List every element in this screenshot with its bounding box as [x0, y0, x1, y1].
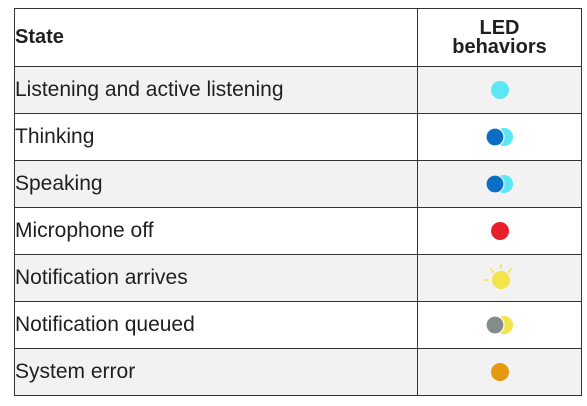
- header-led-line2: behaviors: [452, 35, 547, 58]
- solid-red-icon: [490, 222, 509, 240]
- blue-cyan-pair-icon: [484, 174, 513, 194]
- blue-cyan-pair-icon: [484, 127, 513, 147]
- state-cell: Thinking: [14, 113, 418, 161]
- led-cell: [417, 301, 582, 349]
- header-row: State LED behaviors: [14, 8, 582, 67]
- state-cell: Notification queued: [14, 301, 418, 349]
- led-cell: [417, 160, 582, 208]
- state-cell: Notification arrives: [14, 254, 418, 302]
- header-led-behaviors: LED behaviors: [417, 8, 582, 67]
- table-row: Thinking: [14, 113, 582, 161]
- yellow-pulse-icon: [482, 263, 512, 289]
- table-row: Microphone off: [14, 207, 582, 255]
- header-led-line1: LED: [479, 16, 520, 39]
- table-row: Listening and active listening: [14, 66, 582, 114]
- led-cell: [417, 207, 582, 255]
- solid-cyan-icon: [490, 81, 509, 99]
- solid-orange-icon: [490, 363, 509, 381]
- led-behaviors-table: State LED behaviors Listening and active…: [14, 8, 582, 396]
- led-cell: [417, 348, 582, 396]
- table-row: System error: [14, 348, 582, 396]
- header-state: State: [14, 8, 418, 67]
- gray-yellow-pair-icon: [484, 315, 513, 335]
- led-cell: [417, 113, 582, 161]
- table-row: Notification arrives: [14, 254, 582, 302]
- state-cell: System error: [14, 348, 418, 396]
- led-cell: [417, 66, 582, 114]
- state-cell: Speaking: [14, 160, 418, 208]
- table-row: Notification queued: [14, 301, 582, 349]
- table-row: Speaking: [14, 160, 582, 208]
- state-cell: Listening and active listening: [14, 66, 418, 114]
- led-cell: [417, 254, 582, 302]
- state-cell: Microphone off: [14, 207, 418, 255]
